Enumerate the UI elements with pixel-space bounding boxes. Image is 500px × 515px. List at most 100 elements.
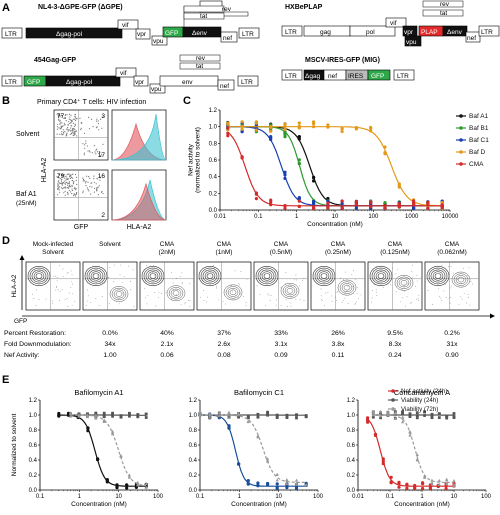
quadrant-value-q4: 2 [101, 212, 105, 219]
flow-event [72, 118, 74, 120]
contour [343, 284, 351, 291]
flow-event [344, 291, 346, 293]
flow-event [62, 175, 64, 177]
flow-event [59, 265, 60, 267]
flow-event [60, 187, 63, 189]
data-point [127, 473, 131, 477]
contour [35, 273, 43, 279]
data-point [383, 201, 387, 205]
flow-event [99, 179, 101, 181]
data-point [297, 199, 301, 203]
data-point [128, 412, 131, 416]
data-point [110, 429, 115, 433]
flow-event [324, 304, 326, 306]
flow-event [67, 193, 69, 195]
flow-event [118, 303, 120, 305]
flow-event [97, 120, 99, 122]
data-point [312, 125, 316, 129]
flow-event [322, 277, 324, 279]
flow-event [260, 274, 262, 275]
data-point [256, 481, 260, 485]
flow-event [267, 293, 269, 295]
curve-viability-72h- [200, 414, 307, 484]
stat-value: 26% [331, 330, 345, 337]
legend-marker [459, 114, 463, 118]
flow-event [94, 151, 96, 153]
ltr-3: LTR [481, 29, 493, 36]
x-tick-label: 100 [313, 494, 324, 500]
flow-event [172, 290, 174, 291]
contour [320, 273, 328, 279]
hist-x-axis-label: HLA-A2 [127, 224, 152, 231]
legend-label: Baf D [469, 149, 486, 156]
data-point [340, 199, 344, 203]
construct-nl43: NL4-3-ΔGPE-GFP (ΔGPE) rev tat LTR Δgag-p… [1, 0, 260, 46]
legend-marker [391, 398, 395, 402]
row-label: Solvent [16, 131, 39, 138]
flow-event [76, 117, 78, 120]
flow-event [371, 297, 373, 299]
data-point [136, 415, 140, 419]
flow-event [71, 280, 73, 282]
flow-event [36, 289, 37, 291]
x-tick-label: 1 [295, 214, 299, 220]
flow-plot [196, 261, 252, 311]
flow-event [83, 180, 86, 182]
flow-event [70, 125, 72, 127]
flow-event [270, 295, 272, 296]
flow-event [445, 297, 447, 299]
x-tick-label: 10 [115, 494, 122, 500]
contour [377, 273, 385, 279]
contour [259, 269, 275, 283]
data-point [110, 431, 115, 435]
data-point [208, 413, 212, 417]
flow-event [222, 300, 224, 302]
flow-event [450, 297, 451, 299]
flow-event [60, 128, 62, 130]
orf-env: Δenv [192, 30, 208, 37]
flow-event [83, 154, 85, 156]
orf-gfp: GFP [165, 30, 178, 37]
data-point [275, 486, 279, 491]
flow-event [87, 188, 89, 191]
data-point [144, 485, 148, 489]
flow-event [344, 297, 346, 299]
flow-event [61, 289, 63, 291]
flow-event [71, 273, 73, 275]
flow-event [69, 175, 71, 177]
flow-event [96, 120, 98, 122]
flow-event [60, 181, 63, 183]
flow-plot [139, 261, 195, 311]
y-tick-label: 1.2 [189, 398, 198, 404]
contour [147, 271, 159, 281]
data-point [371, 413, 375, 417]
data-point [115, 484, 119, 488]
flow-event [344, 271, 346, 273]
flow-event [432, 278, 434, 279]
flow-event [460, 296, 462, 298]
orf-vpu: vpu [151, 86, 162, 93]
data-point [381, 457, 385, 461]
flow-event [274, 272, 276, 274]
y-tick-label: 0.8 [347, 428, 356, 434]
flow-event [102, 116, 104, 118]
condition-header: CMA [160, 241, 175, 248]
chart-title: Concanamycin A [394, 388, 450, 397]
data-point [265, 459, 270, 463]
orf-plap: PLAP [421, 29, 438, 36]
flow-event [75, 130, 77, 132]
flow-event [401, 288, 403, 290]
flow-event [94, 273, 96, 275]
flow-event [91, 118, 93, 120]
flow-event [448, 266, 450, 268]
contour [143, 267, 163, 285]
flow-event [268, 294, 270, 296]
flow-event [374, 278, 376, 280]
data-point [294, 478, 299, 482]
flow-event [67, 130, 69, 132]
flow-event [57, 123, 59, 125]
flow-event [232, 291, 234, 293]
data-point [283, 204, 287, 208]
data-point [452, 478, 456, 482]
flow-event [113, 264, 115, 266]
